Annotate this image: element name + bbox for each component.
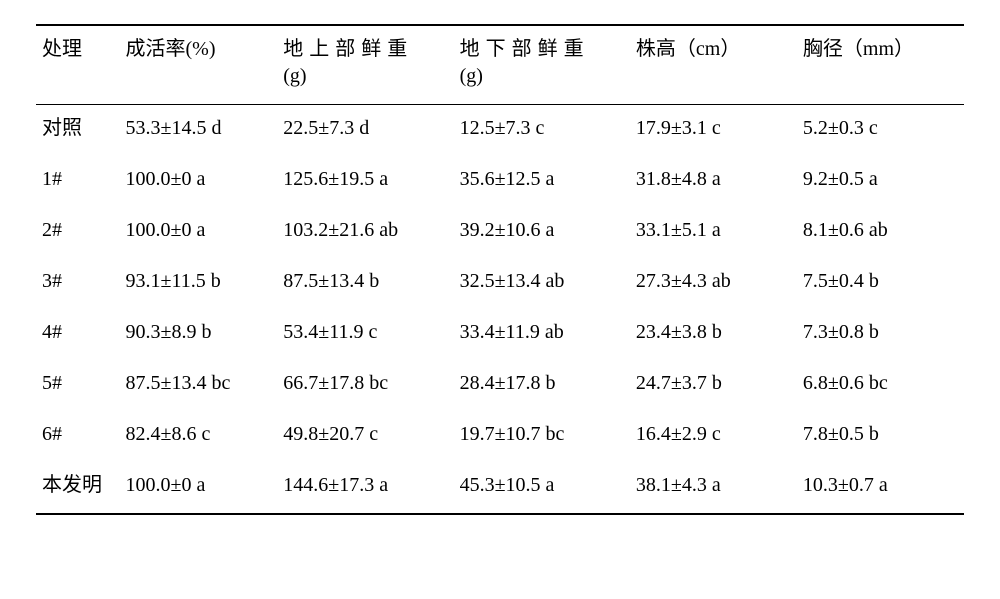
- cell-treatment: 本发明: [36, 462, 120, 514]
- cell-survival: 82.4±8.6 c: [120, 411, 278, 462]
- cell-diameter: 6.8±0.6 bc: [797, 360, 964, 411]
- cell-height: 27.3±4.3 ab: [630, 258, 797, 309]
- table-row: 1#100.0±0 a125.6±19.5 a35.6±12.5 a31.8±4…: [36, 156, 964, 207]
- col-header-shoot-fw: 地上部鲜重 (g): [277, 25, 453, 105]
- table-header-row: 处理 成活率(%) 地上部鲜重 (g) 地下部鲜重 (g) 株高（cm） 胸径（…: [36, 25, 964, 105]
- cell-treatment: 1#: [36, 156, 120, 207]
- cell-shoot_fw: 49.8±20.7 c: [277, 411, 453, 462]
- col-header-root-fw: 地下部鲜重 (g): [454, 25, 630, 105]
- table-row: 3#93.1±11.5 b87.5±13.4 b32.5±13.4 ab27.3…: [36, 258, 964, 309]
- col-header-shoot-fw-label: 地上部鲜重: [283, 38, 413, 60]
- cell-root_fw: 39.2±10.6 a: [454, 207, 630, 258]
- cell-diameter: 10.3±0.7 a: [797, 462, 964, 514]
- cell-diameter: 5.2±0.3 c: [797, 105, 964, 157]
- table-body: 对照53.3±14.5 d22.5±7.3 d12.5±7.3 c17.9±3.…: [36, 105, 964, 515]
- cell-survival: 100.0±0 a: [120, 462, 278, 514]
- cell-survival: 100.0±0 a: [120, 156, 278, 207]
- cell-height: 16.4±2.9 c: [630, 411, 797, 462]
- cell-survival: 93.1±11.5 b: [120, 258, 278, 309]
- cell-treatment: 对照: [36, 105, 120, 157]
- cell-root_fw: 32.5±13.4 ab: [454, 258, 630, 309]
- cell-height: 17.9±3.1 c: [630, 105, 797, 157]
- table-row: 2#100.0±0 a103.2±21.6 ab39.2±10.6 a33.1±…: [36, 207, 964, 258]
- cell-diameter: 7.3±0.8 b: [797, 309, 964, 360]
- cell-height: 38.1±4.3 a: [630, 462, 797, 514]
- col-header-root-fw-label: 地下部鲜重: [460, 38, 590, 60]
- cell-height: 31.8±4.8 a: [630, 156, 797, 207]
- cell-shoot_fw: 87.5±13.4 b: [277, 258, 453, 309]
- cell-root_fw: 28.4±17.8 b: [454, 360, 630, 411]
- cell-root_fw: 45.3±10.5 a: [454, 462, 630, 514]
- cell-height: 24.7±3.7 b: [630, 360, 797, 411]
- cell-root_fw: 19.7±10.7 bc: [454, 411, 630, 462]
- cell-shoot_fw: 53.4±11.9 c: [277, 309, 453, 360]
- cell-shoot_fw: 22.5±7.3 d: [277, 105, 453, 157]
- cell-shoot_fw: 125.6±19.5 a: [277, 156, 453, 207]
- cell-diameter: 7.5±0.4 b: [797, 258, 964, 309]
- cell-treatment: 2#: [36, 207, 120, 258]
- cell-height: 23.4±3.8 b: [630, 309, 797, 360]
- table-row: 6#82.4±8.6 c49.8±20.7 c19.7±10.7 bc16.4±…: [36, 411, 964, 462]
- cell-treatment: 3#: [36, 258, 120, 309]
- cell-root_fw: 12.5±7.3 c: [454, 105, 630, 157]
- col-header-treatment: 处理: [36, 25, 120, 105]
- cell-diameter: 7.8±0.5 b: [797, 411, 964, 462]
- col-header-diameter: 胸径（mm）: [797, 25, 964, 105]
- table-row: 本发明100.0±0 a144.6±17.3 a45.3±10.5 a38.1±…: [36, 462, 964, 514]
- table-row: 4#90.3±8.9 b53.4±11.9 c33.4±11.9 ab23.4±…: [36, 309, 964, 360]
- cell-survival: 100.0±0 a: [120, 207, 278, 258]
- col-header-shoot-fw-unit: (g): [283, 65, 306, 87]
- results-table: 处理 成活率(%) 地上部鲜重 (g) 地下部鲜重 (g) 株高（cm） 胸径（…: [36, 24, 964, 515]
- cell-root_fw: 35.6±12.5 a: [454, 156, 630, 207]
- cell-treatment: 5#: [36, 360, 120, 411]
- col-header-survival: 成活率(%): [120, 25, 278, 105]
- cell-survival: 87.5±13.4 bc: [120, 360, 278, 411]
- cell-shoot_fw: 144.6±17.3 a: [277, 462, 453, 514]
- cell-root_fw: 33.4±11.9 ab: [454, 309, 630, 360]
- cell-treatment: 4#: [36, 309, 120, 360]
- cell-shoot_fw: 66.7±17.8 bc: [277, 360, 453, 411]
- cell-diameter: 8.1±0.6 ab: [797, 207, 964, 258]
- table-row: 对照53.3±14.5 d22.5±7.3 d12.5±7.3 c17.9±3.…: [36, 105, 964, 157]
- cell-height: 33.1±5.1 a: [630, 207, 797, 258]
- cell-diameter: 9.2±0.5 a: [797, 156, 964, 207]
- cell-shoot_fw: 103.2±21.6 ab: [277, 207, 453, 258]
- cell-treatment: 6#: [36, 411, 120, 462]
- table-row: 5#87.5±13.4 bc66.7±17.8 bc28.4±17.8 b24.…: [36, 360, 964, 411]
- col-header-root-fw-unit: (g): [460, 65, 483, 87]
- cell-survival: 90.3±8.9 b: [120, 309, 278, 360]
- col-header-height: 株高（cm）: [630, 25, 797, 105]
- cell-survival: 53.3±14.5 d: [120, 105, 278, 157]
